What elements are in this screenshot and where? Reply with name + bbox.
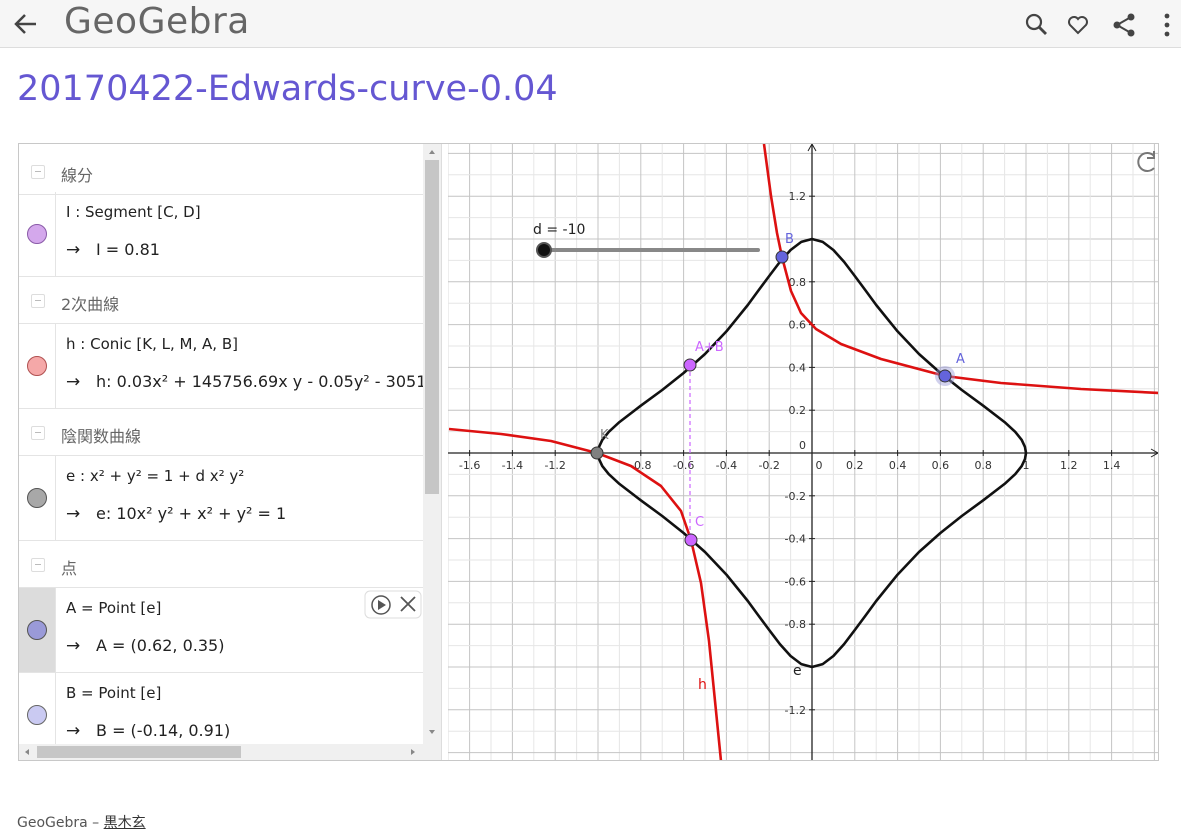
definition: I : Segment [C, D] [66, 203, 201, 221]
point[interactable] [775, 250, 789, 264]
point[interactable] [683, 358, 697, 372]
footer: GeoGebra – 黒木玄 [17, 812, 146, 832]
definition: B = Point [e] [66, 684, 162, 702]
curve-label: h [698, 677, 707, 693]
point-label: B [785, 232, 794, 247]
definition: e : x² + y² = 1 + d x² y² [66, 467, 245, 485]
x-tick-label: 0.6 [932, 459, 950, 472]
y-tick-label: 0.6 [789, 319, 807, 332]
toolbar-icons [1025, 13, 1170, 37]
definition: A = Point [e] [66, 599, 162, 617]
share-icon[interactable] [1113, 13, 1135, 37]
x-tick-label: 1 [1023, 459, 1030, 472]
more-icon[interactable] [1164, 13, 1170, 37]
curve-e [596, 237, 1028, 669]
section[interactable]: 2次曲線 [19, 277, 424, 324]
axis-arrow [807, 144, 817, 152]
section[interactable]: 陰関数曲線 [19, 409, 424, 456]
x-tick-label: 0.8 [974, 459, 992, 472]
x-tick-label: -0.6 [673, 459, 694, 472]
y-tick-label: 1.2 [789, 190, 807, 203]
favorite-icon[interactable] [1068, 16, 1088, 35]
algebra-item[interactable]: e : x² + y² = 1 + d x² y² → e: 10x² y² + … [19, 456, 424, 541]
y-tick-label: -0.6 [785, 575, 806, 588]
section-heading: 点 [61, 559, 78, 578]
curve-label: e [793, 663, 802, 679]
point-label: C [695, 515, 704, 530]
value: A = (0.62, 0.35) [96, 636, 225, 655]
search-icon[interactable] [1025, 13, 1047, 35]
value: I = 0.81 [96, 240, 160, 259]
section-heading: 線分 [61, 166, 94, 185]
algebra-item[interactable]: B = Point [e] → B = (-0.14, 0.91) [19, 673, 424, 758]
y-tick-label: -1.2 [785, 704, 806, 717]
point-label: K [600, 428, 609, 443]
point-label: A [956, 352, 965, 367]
x-tick-label: -1.6 [459, 459, 480, 472]
y-tick-label: 0.8 [789, 276, 807, 289]
x-tick-label: -1.4 [502, 459, 523, 472]
section[interactable]: 線分 [19, 148, 424, 195]
x-tick-label: -0.2 [758, 459, 779, 472]
vertical-scrollbar[interactable] [423, 144, 441, 760]
y-tick-label: -0.2 [785, 490, 806, 503]
definition: h : Conic [K, L, M, A, B] [66, 335, 238, 353]
x-tick-label: -0.4 [716, 459, 737, 472]
section-heading: 2次曲線 [61, 295, 120, 314]
y-tick-label: 0.4 [789, 361, 807, 374]
item-controls [364, 590, 422, 619]
slider-knob[interactable] [536, 242, 552, 258]
section-heading: 陰関数曲線 [61, 427, 142, 446]
curve-h [762, 144, 1158, 395]
value: B = (-0.14, 0.91) [96, 721, 231, 740]
header: GeoGebra [0, 0, 1181, 48]
algebra-item[interactable]: I : Segment [C, D] → I = 0.81 [19, 192, 424, 277]
curve-h [448, 427, 723, 760]
page-title[interactable]: 20170422-Edwards-curve-0.04 [17, 69, 558, 109]
x-tick-label: 0.2 [846, 459, 864, 472]
animate-button[interactable] [371, 595, 391, 615]
x-tick-label: 0.4 [889, 459, 907, 472]
x-tick-label: 1.2 [1060, 459, 1078, 472]
horizontal-scrollbar[interactable] [19, 744, 423, 760]
x-tick-label: -0.8 [630, 459, 651, 472]
author-link[interactable]: 黒木玄 [103, 815, 146, 831]
applet: 線分 I : Segment [C, D] → I = 0.81 2次曲線 h :… [18, 143, 1159, 761]
slider-label: d = -10 [533, 222, 585, 238]
point[interactable] [590, 446, 604, 460]
footer-separator: – [92, 815, 100, 831]
algebra-view: 線分 I : Segment [C, D] → I = 0.81 2次曲線 h :… [19, 144, 442, 760]
value: e: 10x² y² + x² + y² = 1 [96, 504, 287, 523]
close-button[interactable] [400, 596, 416, 612]
x-tick-label: 0 [816, 459, 823, 472]
graphics-view[interactable]: -1.6 -1.4 -1.2 -0.8 -0.6 -0.4 -0.2 0 0.2 0.4 0.6 0.… [448, 144, 1158, 760]
value: h: 0.03x² + 145756.69x y - 0.05y² - 3051 [96, 372, 427, 391]
point-label: A+B [695, 340, 724, 355]
back-button[interactable] [10, 8, 42, 40]
x-tick-label: -1.2 [544, 459, 565, 472]
y-tick-label: 0.2 [789, 404, 807, 417]
y-tick-label: -0.8 [785, 618, 806, 631]
y-tick-label: -0.4 [785, 533, 806, 546]
algebra-item[interactable]: h : Conic [K, L, M, A, B] → h: 0.03x² + 1… [19, 324, 427, 409]
x-tick-label: 1.4 [1103, 459, 1121, 472]
section[interactable]: 点 [19, 541, 424, 588]
axis-arrow [1150, 448, 1158, 458]
logo[interactable]: GeoGebra [64, 1, 250, 42]
footer-brand[interactable]: GeoGebra [17, 815, 88, 831]
point[interactable] [684, 533, 698, 547]
reset-button[interactable] [1137, 151, 1155, 172]
y-tick-label: 0 [799, 439, 806, 452]
point[interactable] [938, 369, 952, 383]
algebra-item[interactable]: A = Point [e] → A = (0.62, 0.35) [19, 588, 424, 673]
background [448, 144, 1158, 760]
